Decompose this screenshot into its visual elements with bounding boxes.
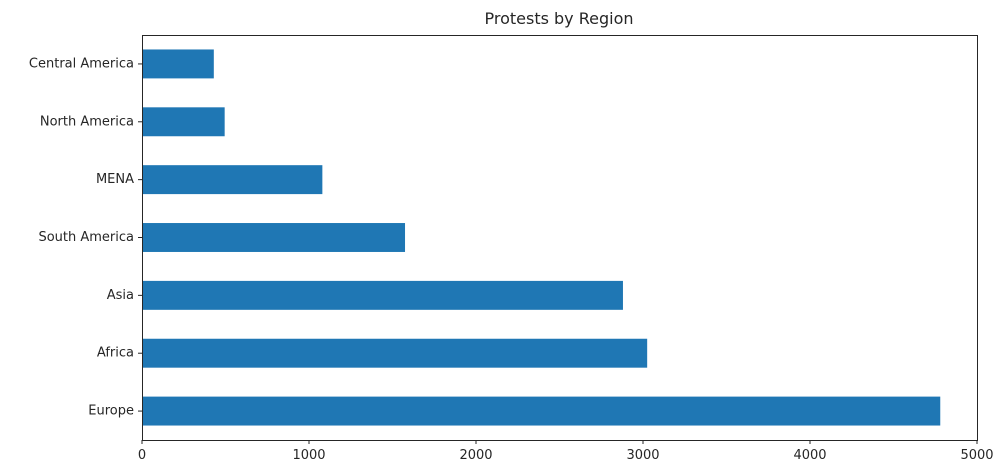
x-tick-label: 0 (138, 448, 146, 463)
x-tick-label: 5000 (960, 448, 993, 463)
y-tick-label: MENA (96, 172, 134, 187)
bar-south-america (142, 223, 406, 252)
plot-frame (142, 35, 978, 441)
y-axis-ticks: Central America North America MENA South Am… (29, 56, 142, 419)
x-tick-label: 4000 (793, 448, 826, 463)
y-tick-label: Africa (97, 346, 134, 361)
y-tick-label: Central America (29, 56, 134, 71)
x-tick-label: 3000 (626, 448, 659, 463)
bar-north-america (142, 107, 225, 137)
chart-title: Protests by Region (484, 9, 633, 28)
x-tick-label: 1000 (292, 448, 325, 463)
bar-asia (142, 280, 623, 310)
y-tick-label: North America (40, 114, 134, 129)
bar-central-america (142, 49, 214, 79)
bars-layer (142, 49, 941, 426)
bar-mena (142, 165, 323, 195)
x-tick-label: 2000 (459, 448, 492, 463)
y-tick-label: Asia (107, 288, 134, 303)
bar-africa (142, 338, 648, 368)
y-tick-label: Europe (88, 404, 134, 419)
bar-europe (142, 396, 941, 426)
y-tick-label: South America (38, 230, 134, 245)
x-axis-ticks: 0 1000 2000 3000 4000 5000 (138, 440, 994, 463)
